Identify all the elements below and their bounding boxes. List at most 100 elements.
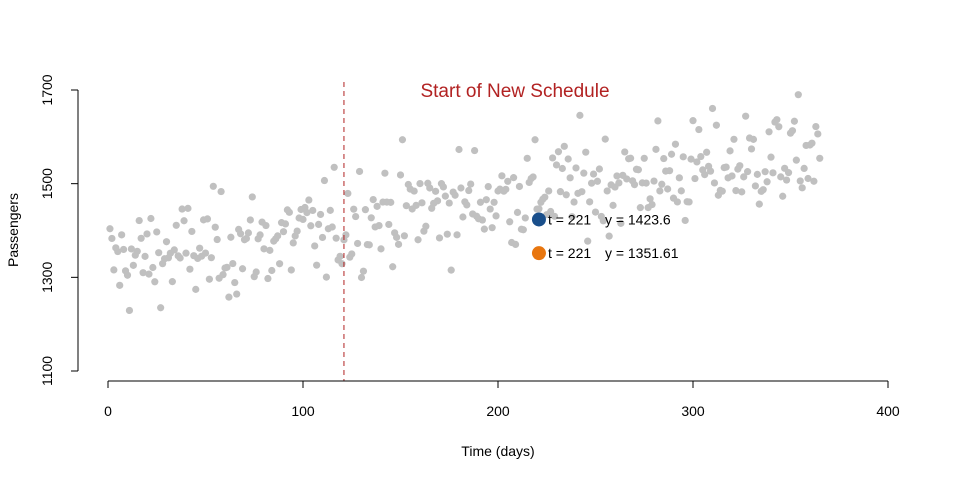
data-point [552, 161, 561, 169]
data-point [588, 179, 596, 187]
data-point [736, 162, 744, 170]
data-point [123, 271, 132, 279]
data-point [603, 187, 611, 195]
data-point [223, 263, 231, 271]
data-point [355, 167, 364, 176]
data-point [201, 249, 210, 257]
data-point [790, 117, 799, 125]
data-point [299, 215, 307, 224]
data-point [784, 169, 793, 177]
data-point [180, 217, 188, 225]
data-point [738, 188, 746, 196]
data-point [703, 148, 711, 156]
data-point [667, 150, 676, 158]
data-point [749, 135, 758, 143]
highlight-t-label: t = 221 [548, 245, 591, 261]
data-point [184, 204, 192, 212]
data-point [535, 205, 543, 213]
data-point [389, 263, 397, 271]
data-point [467, 180, 475, 188]
data-point [753, 170, 761, 178]
data-point [398, 136, 407, 144]
data-point [116, 281, 124, 289]
data-point [367, 214, 375, 222]
data-point [106, 225, 114, 233]
data-point [256, 231, 264, 239]
data-point [562, 191, 570, 199]
data-point [125, 306, 134, 315]
data-point [293, 227, 301, 235]
data-point [675, 174, 683, 182]
data-point [814, 130, 822, 138]
data-point [276, 260, 284, 268]
data-point [186, 265, 194, 273]
highlight-point [531, 212, 546, 227]
data-point [182, 249, 190, 257]
data-point [357, 273, 366, 282]
x-tick-label: 0 [104, 403, 112, 419]
data-point [677, 187, 685, 195]
data-point [761, 168, 769, 176]
data-point [812, 122, 820, 131]
data-point [203, 215, 212, 223]
data-point [137, 234, 145, 242]
data-point [742, 112, 750, 120]
data-point [229, 259, 237, 268]
data-point [509, 174, 518, 182]
data-point [227, 233, 235, 241]
data-point [238, 265, 247, 273]
data-point [143, 230, 151, 238]
data-point [640, 154, 648, 162]
data-point [498, 172, 506, 180]
data-point [326, 206, 334, 214]
y-axis-title: Passengers [5, 193, 21, 267]
data-point [796, 177, 804, 185]
data-point [439, 183, 447, 191]
data-point [320, 176, 329, 185]
data-point [176, 254, 184, 262]
data-point [445, 199, 453, 207]
data-point [381, 169, 389, 177]
data-point [209, 182, 217, 190]
data-point [584, 237, 592, 245]
data-point [554, 148, 563, 156]
data-point [414, 236, 422, 244]
data-point [168, 278, 176, 286]
data-point [621, 148, 629, 156]
data-point [701, 171, 709, 179]
data-point [455, 145, 463, 154]
data-point [322, 273, 330, 281]
data-point [416, 180, 424, 188]
data-point [728, 172, 736, 180]
data-point [515, 182, 524, 191]
x-tick-label: 300 [681, 403, 705, 419]
data-point [274, 232, 282, 240]
data-point [476, 198, 485, 206]
data-point [566, 174, 574, 182]
data-point [783, 176, 791, 184]
data-point [139, 269, 147, 277]
data-point [402, 202, 410, 210]
data-point [394, 240, 403, 248]
data-point [697, 152, 705, 161]
data-point [410, 187, 418, 195]
data-point [595, 165, 604, 173]
data-point [133, 247, 141, 255]
data-point [712, 121, 721, 129]
data-point [369, 196, 377, 204]
data-point [305, 196, 313, 204]
data-point [151, 278, 159, 286]
data-point [726, 147, 734, 155]
data-point [233, 290, 241, 298]
data-point [287, 266, 295, 274]
data-point [400, 232, 408, 240]
data-point [671, 140, 680, 148]
data-point [418, 199, 426, 207]
data-point [751, 182, 760, 190]
data-point [722, 163, 730, 171]
data-point [679, 153, 687, 161]
data-point [441, 192, 449, 200]
data-point [289, 239, 297, 247]
data-point [332, 234, 340, 242]
